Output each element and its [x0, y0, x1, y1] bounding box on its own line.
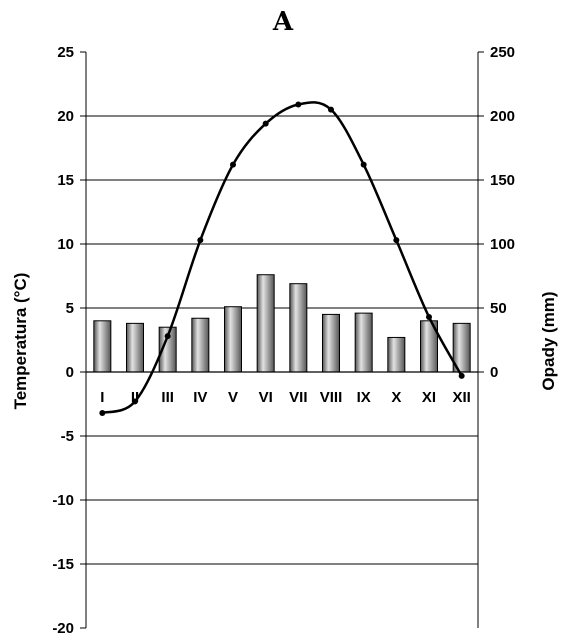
temperature-line-group — [99, 101, 465, 416]
temperature-point — [262, 120, 269, 127]
temperature-point — [99, 409, 106, 416]
month-label: XII — [452, 389, 470, 406]
y-right-tick-label: 200 — [490, 108, 515, 125]
temperature-point — [426, 313, 432, 320]
axes — [80, 51, 484, 629]
month-label: XI — [422, 389, 436, 406]
temperature-point — [295, 101, 302, 108]
y-left-tick-label: -20 — [52, 620, 74, 637]
y-right-tick-label: 250 — [490, 44, 515, 61]
month-label: VII — [289, 389, 307, 406]
temperature-point — [132, 398, 138, 405]
month-label: II — [131, 389, 139, 406]
y-left-tick-label: -10 — [52, 492, 74, 509]
precipitation-bar — [256, 274, 275, 373]
month-label: V — [228, 389, 238, 406]
precipitation-bars — [93, 274, 471, 373]
month-label: VI — [259, 389, 273, 406]
temperature-point — [458, 372, 465, 379]
y-left-tick-label: -5 — [61, 428, 74, 445]
y-left-tick-label: 15 — [57, 172, 74, 189]
y-right-tick-label: 0 — [490, 364, 498, 381]
y-right-tick-label: 100 — [490, 236, 515, 253]
temperature-line — [101, 101, 463, 415]
precipitation-bar — [354, 312, 373, 373]
precipitation-bar — [126, 322, 144, 373]
month-label: IV — [193, 389, 207, 406]
temperature-point — [393, 237, 400, 244]
y-left-tick-label: 0 — [66, 364, 74, 381]
month-label: IX — [357, 389, 371, 406]
precipitation-bar — [224, 306, 242, 373]
month-label: X — [391, 389, 401, 406]
temperature-point — [197, 237, 204, 244]
y-left-tick-label: 25 — [57, 44, 74, 61]
y-left-tick-label: 5 — [66, 300, 74, 317]
temperature-point — [230, 161, 236, 168]
precipitation-bar — [387, 336, 406, 373]
y-left-tick-label: 20 — [57, 108, 74, 125]
precipitation-bar — [322, 313, 340, 373]
month-label: III — [161, 389, 174, 406]
grid-lines — [86, 115, 478, 565]
y-right-axis-label: Opady (mm) — [539, 291, 558, 390]
precipitation-bar — [191, 317, 210, 373]
precipitation-bar — [93, 320, 112, 373]
temperature-point — [164, 333, 171, 340]
temperature-point — [328, 106, 334, 113]
temperature-point — [360, 161, 367, 168]
precipitation-bar — [289, 283, 308, 373]
y-right-tick-label: 150 — [490, 172, 515, 189]
y-left-tick-label: 10 — [57, 236, 74, 253]
y-left-axis-label: Temperatura (°C) — [11, 273, 30, 410]
month-label: I — [100, 389, 104, 406]
month-label: VIII — [320, 389, 343, 406]
y-right-tick-label: 50 — [490, 300, 507, 317]
y-left-tick-label: -15 — [52, 556, 74, 573]
chart-title: A — [272, 7, 294, 37]
